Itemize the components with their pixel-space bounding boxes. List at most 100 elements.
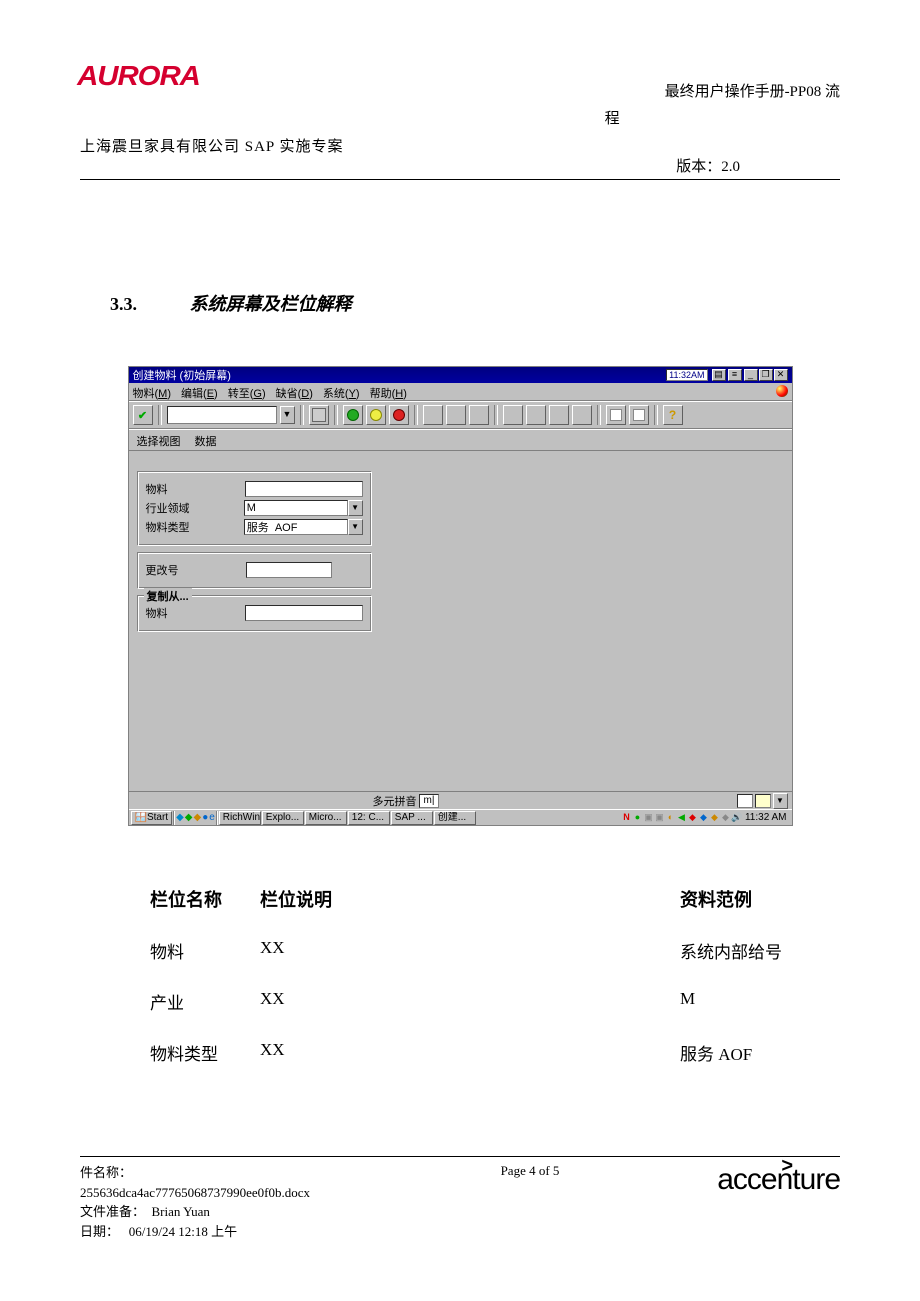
accenture-text: accenture — [717, 1163, 840, 1196]
tray-icon[interactable]: N — [621, 812, 632, 823]
col-header-example: 资料范例 — [680, 886, 840, 912]
prep-value: Brian Yuan — [152, 1204, 210, 1219]
sap-subtoolbar: 选择视图 数据 — [129, 429, 792, 451]
form-group-main: 物料 行业领域 ▼ 物料类型 ▼ — [137, 471, 372, 546]
separator — [216, 811, 218, 825]
tray-icon[interactable]: ▣ — [654, 812, 665, 823]
dropdown-industry[interactable]: ▼ — [348, 500, 363, 516]
save-button[interactable] — [309, 405, 329, 425]
minimize-button[interactable]: _ — [744, 369, 758, 381]
next-page-button[interactable] — [549, 405, 569, 425]
col-header-desc: 栏位说明 — [260, 886, 680, 912]
tray-icon[interactable]: ◐ — [665, 812, 676, 823]
label-copy-material: 物料 — [146, 605, 245, 621]
input-copy-material[interactable] — [245, 605, 363, 621]
close-button[interactable]: ✕ — [774, 369, 788, 381]
label-material-type: 物料类型 — [146, 519, 244, 535]
task-item[interactable]: Explo... — [262, 811, 304, 825]
task-item[interactable]: Micro... — [305, 811, 347, 825]
tray-icon[interactable]: ▣ — [643, 812, 654, 823]
help-button[interactable] — [663, 405, 683, 425]
cancel-button[interactable] — [389, 405, 409, 425]
select-views-button[interactable]: 选择视图 — [137, 433, 181, 447]
ime-value: m| — [419, 794, 440, 808]
sap-window-title: 创建物料 (初始屏幕) — [133, 367, 231, 383]
tray-icon[interactable]: 🔊 — [731, 812, 742, 823]
tray-icon[interactable]: ◆ — [709, 812, 720, 823]
quicklaunch-icon[interactable]: e — [209, 812, 215, 823]
prev-page-button[interactable] — [526, 405, 546, 425]
doc-title-line1: 最终用户操作手册-PP08 流 — [665, 80, 840, 101]
menu-help[interactable]: 帮助(H) — [370, 385, 407, 398]
titlebar-clock: 11:32AM — [666, 369, 707, 381]
status-dropdown[interactable]: ▼ — [773, 793, 788, 809]
task-item[interactable]: RichWin... — [219, 811, 261, 825]
menu-material[interactable]: 物料(M) — [133, 385, 172, 398]
tray-icon[interactable]: ◀ — [676, 812, 687, 823]
sap-logo-icon — [776, 385, 788, 397]
task-item[interactable]: 12: C... — [348, 811, 390, 825]
enter-button[interactable] — [133, 405, 153, 425]
sap-titlebar: 创建物料 (初始屏幕) 11:32AM ▤ ≡ _ ❐ ✕ — [129, 367, 792, 383]
menu-defaults[interactable]: 缺省(D) — [276, 385, 313, 398]
version-label: 版本：2.0 — [676, 155, 740, 176]
cell: 物料类型 — [150, 1040, 260, 1065]
menu-goto[interactable]: 转至(G) — [228, 385, 266, 398]
dropdown-material-type[interactable]: ▼ — [348, 519, 363, 535]
separator — [300, 405, 304, 425]
input-material-type[interactable] — [244, 519, 348, 535]
label-industry: 行业领域 — [146, 500, 244, 516]
quicklaunch-icon[interactable]: ◆ — [176, 812, 184, 823]
section-heading: 3.3. 系统屏幕及栏位解释 — [110, 290, 840, 316]
doc-title: 最终用户操作手册-PP08 流 程 — [665, 80, 840, 128]
separator — [414, 405, 418, 425]
tray-icon[interactable]: ◆ — [687, 812, 698, 823]
sap-menubar: 物料(M) 编辑(E) 转至(G) 缺省(D) 系统(Y) 帮助(H) — [129, 383, 792, 401]
label-material: 物料 — [146, 481, 245, 497]
menu-system[interactable]: 系统(Y) — [323, 385, 360, 398]
back-button[interactable] — [343, 405, 363, 425]
tray-icon[interactable]: ◆ — [720, 812, 731, 823]
form-group-copy: 复制从... 物料 — [137, 595, 372, 632]
last-page-button[interactable] — [572, 405, 592, 425]
print-button[interactable] — [423, 405, 443, 425]
form-group-change: 更改号 — [137, 552, 372, 589]
accenture-logo: > accenture — [640, 1163, 840, 1241]
page-number: Page 4 of 5 — [420, 1163, 640, 1241]
date-label: 日期： — [80, 1224, 119, 1239]
separator — [334, 405, 338, 425]
separator — [597, 405, 601, 425]
task-item[interactable]: SAP ... — [391, 811, 433, 825]
exit-button[interactable] — [366, 405, 386, 425]
doc-icon: ▤ — [712, 369, 726, 381]
maximize-button[interactable]: ❐ — [759, 369, 773, 381]
list-icon: ≡ — [728, 369, 742, 381]
command-field[interactable] — [167, 406, 277, 424]
first-page-button[interactable] — [503, 405, 523, 425]
shortcut-button[interactable] — [629, 405, 649, 425]
input-material[interactable] — [245, 481, 363, 497]
find-next-button[interactable] — [469, 405, 489, 425]
task-item[interactable]: 创建... — [434, 811, 476, 825]
ime-label: 多元拼音 — [373, 793, 417, 809]
new-session-button[interactable] — [606, 405, 626, 425]
input-industry[interactable] — [244, 500, 348, 516]
status-icon — [737, 794, 753, 808]
find-button[interactable] — [446, 405, 466, 425]
status-icon — [755, 794, 771, 808]
start-button[interactable]: 🪟Start — [131, 811, 173, 825]
menu-edit[interactable]: 编辑(E) — [181, 385, 218, 398]
cell: 产业 — [150, 989, 260, 1014]
separator — [494, 405, 498, 425]
filename-value: 255636dca4ac77765068737990ee0f0b.docx — [80, 1183, 420, 1203]
tray-icon[interactable]: ◆ — [698, 812, 709, 823]
quicklaunch-icon[interactable]: ◆ — [185, 812, 193, 823]
quicklaunch-icon[interactable]: ◆ — [193, 812, 201, 823]
filename-label: 件名称： — [80, 1165, 132, 1180]
table-row: 产业 XX M — [150, 989, 840, 1014]
input-change-number[interactable] — [246, 562, 332, 578]
command-dropdown[interactable]: ▼ — [280, 406, 295, 424]
tray-icon[interactable]: ● — [632, 812, 643, 823]
quicklaunch-icon[interactable]: ● — [202, 812, 208, 823]
org-levels-button[interactable]: 数据 — [195, 433, 217, 447]
